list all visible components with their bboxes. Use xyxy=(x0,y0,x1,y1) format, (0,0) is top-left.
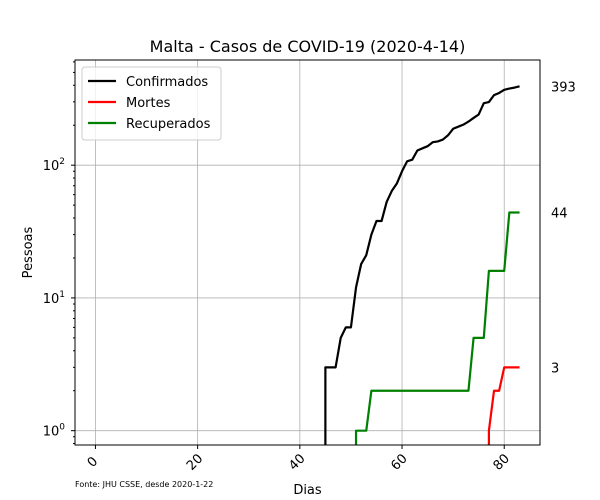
end-value-labels: 393 3 44 xyxy=(551,80,576,376)
y-axis-label: Pessoas xyxy=(21,226,36,278)
y-axis-ticks: 100 101 102 xyxy=(43,61,75,445)
legend-label-mortes: Mortes xyxy=(126,96,171,111)
x-axis-ticks: 0 20 40 60 80 xyxy=(85,445,513,474)
end-label-confirmados: 393 xyxy=(551,80,576,95)
x-tick-label: 20 xyxy=(184,451,206,473)
legend: Confirmados Mortes Recuperados xyxy=(81,66,222,141)
legend-label-confirmados: Confirmados xyxy=(126,75,208,90)
y-tick-label: 101 xyxy=(43,290,65,307)
plot-frame xyxy=(74,59,541,446)
series-lines xyxy=(324,85,520,445)
y-tick-label: 102 xyxy=(43,157,65,174)
legend-box xyxy=(81,66,222,141)
end-label-recuperados: 44 xyxy=(551,207,568,222)
x-axis-label: Dias xyxy=(293,483,322,498)
source-note: Fonte: JHU CSSE, desde 2020-1-22 xyxy=(75,480,213,489)
x-tick-label: 40 xyxy=(286,451,308,473)
series-line-confirmados xyxy=(324,85,520,445)
y-tick-label: 100 xyxy=(43,423,66,440)
end-label-mortes: 3 xyxy=(551,361,559,376)
x-tick-label: 60 xyxy=(388,451,410,473)
x-tick-label: 80 xyxy=(491,451,513,473)
chart-title: Malta - Casos de COVID-19 (2020-4-14) xyxy=(150,37,466,56)
series-line-mortes xyxy=(487,366,520,445)
legend-label-recuperados: Recuperados xyxy=(126,117,211,132)
series-line-recuperados xyxy=(354,211,520,445)
x-tick-label: 0 xyxy=(85,454,101,470)
